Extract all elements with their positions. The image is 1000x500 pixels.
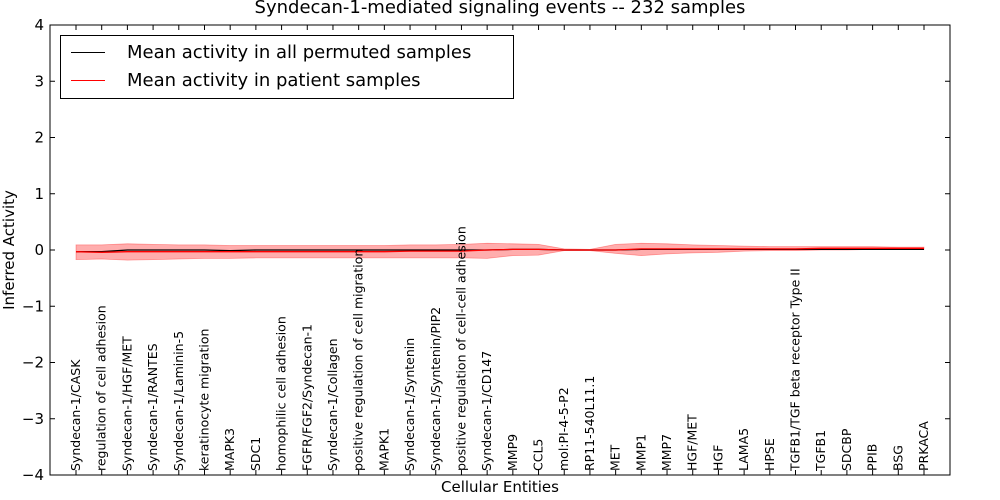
x-tick-label: Syndecan-1/CASK [68, 359, 83, 471]
x-tick-label: MMP7 [659, 434, 674, 471]
x-tick-label: positive regulation of cell-cell adhesio… [453, 226, 468, 471]
x-tick-label: LAMA5 [736, 428, 751, 471]
x-tick-label: positive regulation of cell migration [351, 249, 366, 471]
legend-swatch-patient [71, 79, 105, 81]
x-tick-label: HGF/MET [685, 414, 700, 471]
y-axis-ticks: 4 3 2 1 0 −1 −2 −3 −4 [22, 16, 950, 484]
legend-label-permuted: Mean activity in all permuted samples [127, 41, 472, 63]
x-tick-label: regulation of cell adhesion [94, 305, 109, 471]
x-tick-label: RP11-540L11.1 [582, 376, 597, 471]
legend-swatch-permuted [71, 51, 105, 53]
x-tick-label: Syndecan-1/Laminin-5 [171, 331, 186, 471]
y-tick-label: 4 [34, 16, 44, 34]
y-tick-label: −3 [22, 410, 44, 428]
legend-entry-patient: Mean activity in patient samples [61, 67, 421, 93]
x-tick-labels: Syndecan-1/CASK regulation of cell adhesi… [68, 226, 931, 472]
x-tick-label: MMP9 [505, 434, 520, 471]
x-tick-label: MAPK3 [222, 428, 237, 471]
x-tick-label: mol:PI-4-5-P2 [556, 387, 571, 471]
x-tick-label: CCL5 [531, 439, 546, 471]
legend-label-patient: Mean activity in patient samples [127, 69, 421, 91]
x-tick-label: Syndecan-1/RANTES [145, 343, 160, 471]
y-tick-label: −4 [22, 466, 44, 484]
x-tick-label: BSG [890, 445, 905, 471]
x-tick-label: PRKACA [916, 421, 931, 471]
chart-title: Syndecan-1-mediated signaling events -- … [254, 0, 746, 18]
y-axis-label: Inferred Activity [0, 190, 18, 310]
legend-entry-permuted: Mean activity in all permuted samples [61, 39, 471, 65]
x-tick-label: PPIB [865, 444, 880, 471]
x-axis-ticks [75, 25, 925, 475]
series-line-patient [75, 247, 924, 253]
y-tick-label: −1 [22, 297, 44, 315]
x-tick-label: SDCBP [839, 428, 854, 471]
x-axis-label: Cellular Entities [441, 478, 559, 496]
x-tick-label: TGFB1/TGF beta receptor Type II [788, 268, 803, 472]
x-tick-label: MET [608, 444, 623, 471]
x-tick-label: TGFB1 [813, 430, 828, 472]
y-tick-label: 2 [34, 129, 44, 147]
x-tick-label: keratinocyte migration [196, 329, 211, 471]
x-tick-label: MMP1 [633, 434, 648, 471]
x-tick-label: MAPK1 [376, 428, 391, 471]
y-tick-label: 1 [34, 185, 44, 203]
x-tick-label: homophilic cell adhesion [274, 316, 289, 471]
x-tick-label: FGFR/FGF2/Syndecan-1 [299, 324, 314, 471]
legend: Mean activity in all permuted samples Me… [60, 35, 514, 99]
x-tick-label: HPSE [762, 438, 777, 471]
y-tick-label: 0 [34, 241, 44, 259]
x-tick-label: SDC1 [248, 437, 263, 471]
y-tick-label: 3 [34, 72, 44, 90]
x-tick-label: HGF [710, 445, 725, 471]
x-tick-label: Syndecan-1/CD147 [479, 351, 494, 471]
series-line-layer [75, 247, 924, 253]
y-tick-label: −2 [22, 354, 44, 372]
x-tick-label: Syndecan-1/Syntenin/PIP2 [428, 307, 443, 471]
x-tick-label: Syndecan-1/Syntenin [402, 338, 417, 471]
x-tick-label: Syndecan-1/HGF/MET [119, 336, 134, 471]
x-tick-label: Syndecan-1/Collagen [325, 338, 340, 471]
